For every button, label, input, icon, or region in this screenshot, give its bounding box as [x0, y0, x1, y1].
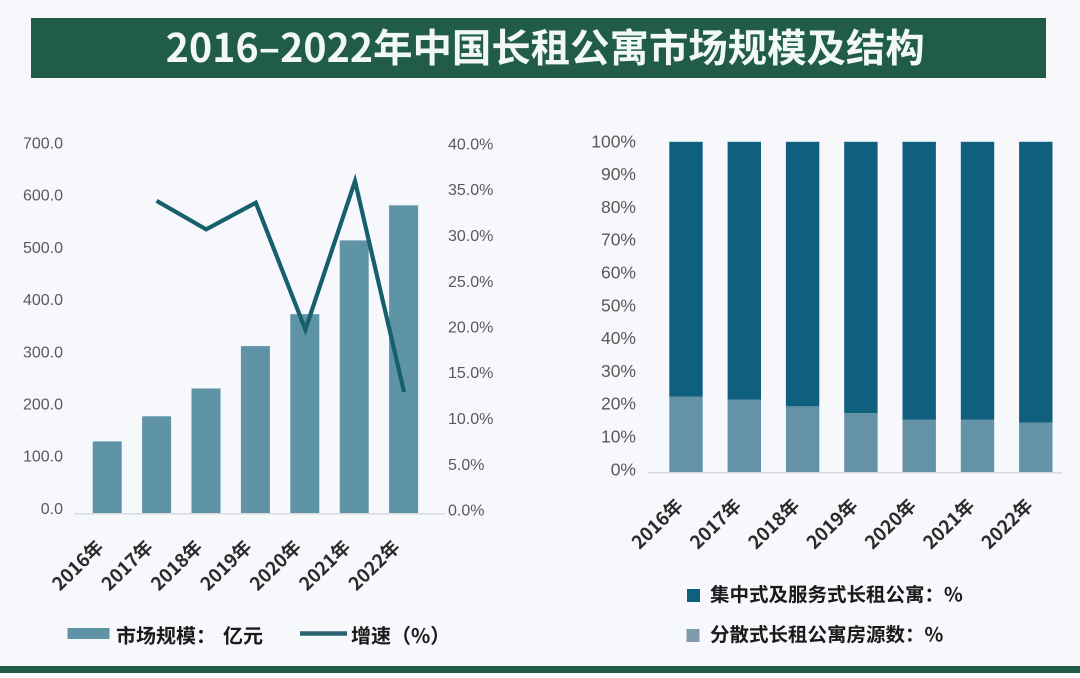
- svg-text:80%: 80%: [601, 197, 636, 217]
- svg-text:600.0: 600.0: [23, 188, 63, 205]
- svg-text:0.0: 0.0: [41, 501, 63, 518]
- svg-text:0%: 0%: [611, 459, 636, 479]
- svg-text:30%: 30%: [601, 361, 636, 381]
- svg-text:20.0%: 20.0%: [448, 320, 493, 337]
- svg-text:5.0%: 5.0%: [448, 457, 484, 474]
- svg-text:20%: 20%: [601, 394, 636, 414]
- svg-text:100.0: 100.0: [23, 449, 63, 466]
- svg-text:10%: 10%: [601, 427, 636, 447]
- svg-text:35.0%: 35.0%: [448, 182, 493, 199]
- svg-text:25.0%: 25.0%: [448, 274, 493, 291]
- svg-text:60%: 60%: [601, 263, 636, 283]
- svg-text:40.0%: 40.0%: [448, 137, 493, 154]
- svg-text:100%: 100%: [591, 131, 636, 151]
- svg-text:50%: 50%: [601, 295, 636, 315]
- svg-text:200.0: 200.0: [23, 397, 63, 414]
- svg-text:300.0: 300.0: [23, 344, 63, 361]
- svg-text:400.0: 400.0: [23, 292, 63, 309]
- svg-text:30.0%: 30.0%: [448, 228, 493, 245]
- svg-text:700.0: 700.0: [23, 136, 63, 153]
- svg-text:40%: 40%: [601, 328, 636, 348]
- svg-text:15.0%: 15.0%: [448, 365, 493, 382]
- svg-text:500.0: 500.0: [23, 240, 63, 257]
- svg-text:70%: 70%: [601, 230, 636, 250]
- svg-text:0.0%: 0.0%: [448, 503, 484, 520]
- svg-text:90%: 90%: [601, 164, 636, 184]
- svg-text:10.0%: 10.0%: [448, 411, 493, 428]
